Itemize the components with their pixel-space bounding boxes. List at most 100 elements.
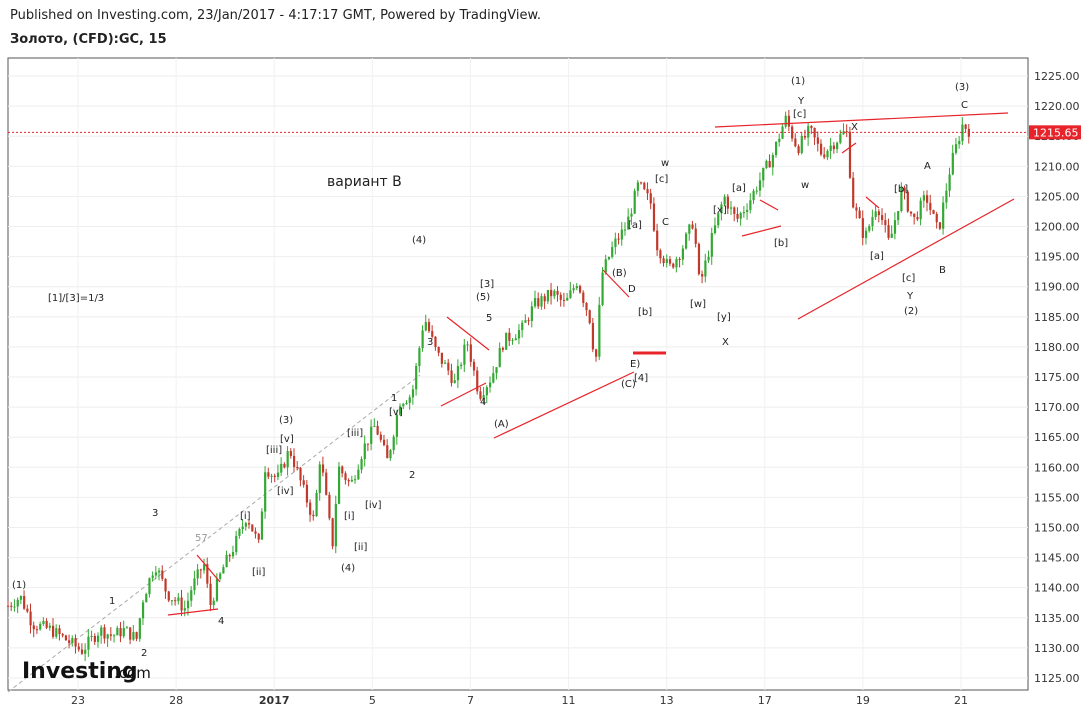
candle-body	[765, 161, 768, 168]
wave-label: C	[662, 217, 669, 228]
candle-body	[739, 213, 742, 219]
candle-body	[35, 629, 39, 631]
candle-body	[402, 404, 405, 407]
candle-body	[177, 597, 180, 602]
y-tick-label: 1165.00	[1034, 431, 1080, 444]
candle-body	[219, 573, 222, 579]
wave-label: 1	[109, 596, 115, 607]
candle-body	[672, 263, 675, 268]
candle-body	[527, 320, 530, 322]
candle-body	[292, 455, 296, 467]
candle-body	[736, 213, 739, 219]
candle-body	[267, 472, 270, 477]
trend-lines	[167, 112, 1015, 616]
candle-body	[13, 606, 16, 608]
candle-body	[935, 213, 938, 223]
x-tick-label: 28	[169, 694, 183, 707]
x-tick-label: 17	[758, 694, 772, 707]
candle-body	[125, 627, 129, 629]
candle-body	[839, 134, 842, 143]
candle-body	[665, 259, 668, 264]
y-tick-label: 1180.00	[1034, 341, 1080, 354]
candle-body	[964, 124, 967, 129]
candle-body	[10, 605, 13, 607]
candle-body	[614, 238, 617, 248]
candle-body	[119, 628, 122, 637]
wave-label: 3	[152, 508, 158, 519]
candle-body	[16, 599, 19, 607]
candle-body	[408, 397, 411, 403]
candle-body	[498, 347, 501, 368]
candle-body	[96, 635, 100, 642]
candle-body	[296, 466, 299, 469]
candle-body	[646, 189, 649, 194]
trend-line	[865, 196, 880, 209]
candle-body	[309, 502, 312, 515]
x-tick-label: 23	[71, 694, 85, 707]
wave-label: (3)	[955, 82, 969, 93]
candle-body	[855, 207, 858, 211]
candle-body	[450, 370, 453, 383]
x-tick-label: 5	[369, 694, 376, 707]
candle-body	[530, 306, 533, 321]
candle-body	[926, 195, 929, 203]
wave-label: 2	[409, 470, 415, 481]
candle-body	[864, 230, 868, 238]
candle-body	[273, 475, 276, 477]
candle-body	[517, 330, 521, 339]
candle-body	[122, 627, 125, 637]
candle-body	[244, 523, 247, 527]
candle-body	[270, 475, 273, 477]
wave-label: X	[722, 337, 729, 348]
candle-body	[505, 332, 508, 350]
candle-body	[569, 290, 572, 298]
candle-body	[42, 620, 45, 625]
candle-body	[649, 193, 652, 204]
candle-body	[697, 243, 701, 275]
candle-body	[774, 141, 778, 156]
candle-body	[447, 362, 450, 371]
candle-body	[347, 480, 350, 482]
candle-body	[331, 518, 334, 547]
candle-body	[113, 635, 116, 637]
candle-body	[370, 426, 373, 444]
wave-label: [x]	[713, 205, 727, 216]
candle-body	[887, 225, 890, 238]
candle-body	[501, 347, 505, 350]
candle-body	[681, 248, 684, 260]
candle-body	[479, 391, 482, 399]
wave-label: [w]	[690, 299, 706, 310]
candle-body	[363, 443, 366, 460]
plot-frame	[7, 57, 1029, 691]
grid	[8, 58, 1028, 690]
trend-line	[196, 554, 221, 583]
candle-body	[260, 511, 264, 540]
candle-body	[877, 211, 881, 216]
x-tick-label: 2017	[259, 694, 290, 707]
candle-body	[80, 649, 84, 654]
trend-line	[714, 112, 1009, 128]
candle-body	[903, 187, 906, 192]
candle-body	[61, 634, 64, 636]
candle-body	[460, 364, 463, 367]
wave-label: w	[801, 180, 809, 191]
candle-body	[399, 406, 402, 415]
candle-body	[357, 469, 360, 480]
candle-body	[598, 304, 601, 357]
candle-body	[961, 124, 964, 142]
candle-body	[797, 146, 800, 154]
candle-body	[280, 463, 283, 473]
candle-body	[350, 479, 354, 482]
candle-body	[559, 294, 562, 300]
candle-body	[742, 212, 746, 214]
y-tick-label: 1175.00	[1034, 371, 1080, 384]
candle-body	[954, 144, 958, 153]
x-tick-label: 19	[856, 694, 870, 707]
candle-body	[588, 310, 591, 324]
candle-body	[906, 191, 909, 212]
candle-body	[826, 150, 829, 158]
y-tick-label: 1160.00	[1034, 461, 1080, 474]
candle-body	[611, 247, 614, 257]
candle-body	[248, 523, 251, 525]
